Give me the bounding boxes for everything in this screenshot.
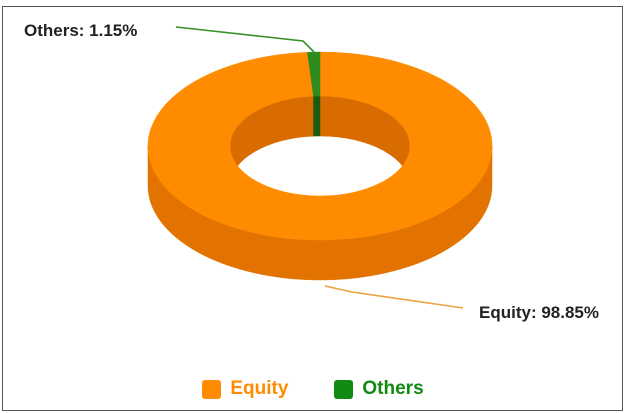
slice-others xyxy=(307,51,321,97)
label-layer: Others: 1.15% Equity: 98.85% xyxy=(24,21,599,322)
legend-label-equity: Equity xyxy=(230,378,289,399)
data-label-others: Others: 1.15% xyxy=(24,21,137,40)
legend-item-equity[interactable]: Equity xyxy=(202,378,288,400)
legend-swatch-others xyxy=(334,379,354,399)
legend-label-others: Others xyxy=(362,378,424,399)
donut-layer xyxy=(147,51,493,281)
equity-leader-line xyxy=(324,285,464,309)
legend-item-others[interactable]: Others xyxy=(334,378,424,400)
data-label-equity: Equity: 98.85% xyxy=(479,303,599,322)
legend: Equity Others xyxy=(0,378,626,400)
others-leader-line xyxy=(175,26,315,53)
slice-equity xyxy=(147,51,493,241)
legend-swatch-equity xyxy=(202,379,222,399)
inner-wall-others-0 xyxy=(313,95,321,137)
